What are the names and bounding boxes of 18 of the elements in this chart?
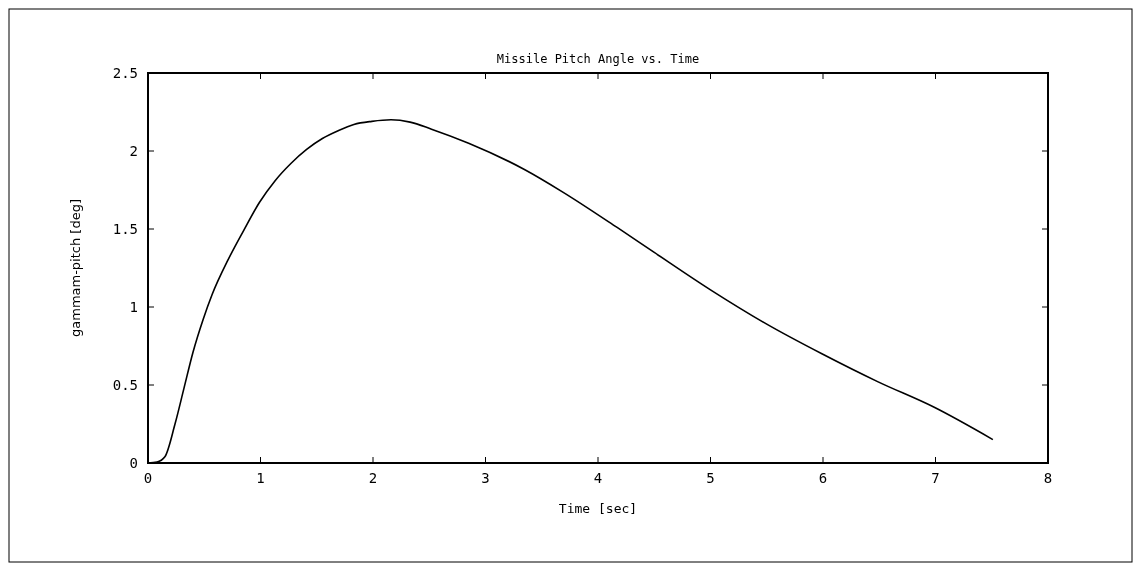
x-tick-label: 0 — [143, 470, 153, 486]
y-tick-label: 2 — [129, 142, 138, 159]
x-tick-label: 2 — [368, 470, 378, 486]
y-tick-label: 1.5 — [112, 220, 138, 237]
x-tick-label: 3 — [481, 470, 490, 486]
x-tick-label: 5 — [706, 470, 715, 486]
y-tick-label: 1 — [129, 298, 138, 315]
x-axis-title: Time [sec] — [558, 501, 638, 516]
x-tick-label: 7 — [931, 470, 940, 486]
x-tick-label: 8 — [1043, 470, 1053, 486]
y-tick-label: 0.5 — [112, 376, 138, 393]
x-tick-label: 6 — [818, 470, 828, 486]
chart-title: Missile Pitch Angle vs. Time — [496, 52, 700, 66]
y-tick-label: 0 — [129, 454, 138, 471]
y-tick-label: 2.5 — [112, 64, 138, 81]
y-axis-title: gammam-pitch [deg] — [68, 199, 83, 337]
x-tick-label: 1 — [256, 470, 265, 486]
x-tick-label: 4 — [593, 470, 603, 486]
